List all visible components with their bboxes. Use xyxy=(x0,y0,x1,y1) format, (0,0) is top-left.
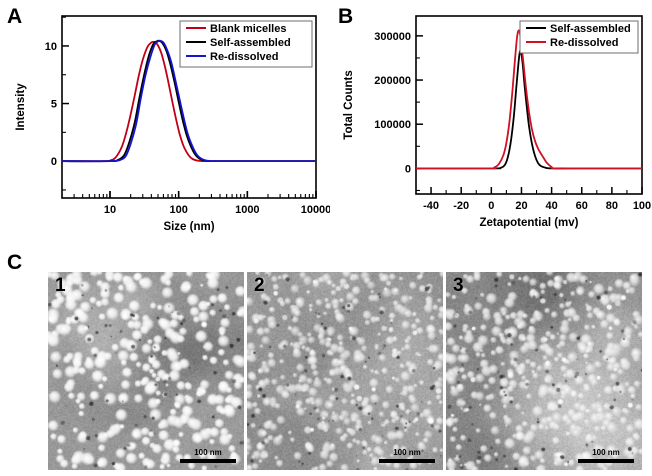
legend-label-1: Re-dissolved xyxy=(550,37,618,49)
legend-label-0: Self-assembled xyxy=(550,23,631,35)
tem-canvas-1 xyxy=(48,272,244,470)
plot-frame xyxy=(61,15,317,199)
tem-index-label-1: 1 xyxy=(55,275,66,296)
panel-label-a: A xyxy=(7,5,23,28)
x-tick-label: 60 xyxy=(576,200,588,212)
tem-image-1: 1 100 nm xyxy=(48,272,244,470)
panel-c-tem-images: 1 100 nm 2 100 nm 3 100 nm xyxy=(48,272,644,470)
y-tick-label: 5 xyxy=(51,99,57,111)
y-axis-title: Intensity xyxy=(15,83,27,131)
tem-index-label-2: 2 xyxy=(254,275,265,296)
x-tick-label: 20 xyxy=(515,200,527,212)
legend-box xyxy=(519,20,639,54)
x-tick-label: -20 xyxy=(453,200,469,212)
legend-label-0: Blank micelles xyxy=(210,23,286,35)
scalebar-1: 100 nm xyxy=(180,448,236,463)
scalebar-label-3: 100 nm xyxy=(592,448,620,458)
y-tick-label: 100000 xyxy=(374,119,411,131)
y-tick-label: 10 xyxy=(45,41,57,53)
data-curve-0 xyxy=(61,40,316,163)
data-curve-2 xyxy=(61,39,316,163)
panel-label-c: C xyxy=(7,251,23,274)
tem-canvas-2 xyxy=(247,272,443,470)
scalebar-line-3 xyxy=(578,459,634,463)
plot-frame xyxy=(415,15,643,195)
tem-image-3: 3 100 nm xyxy=(446,272,642,470)
chart-panel-a-size-distribution: 10 100 1000 10000 0 5 10 Size (nm) Intensity Blan… xyxy=(0,0,330,250)
scalebar-line-1 xyxy=(180,459,236,463)
x-tick-label: 10 xyxy=(104,204,116,216)
y-axis-title: Total Counts xyxy=(343,70,355,139)
y-tick-label: 0 xyxy=(51,156,57,168)
x-tick-label: -40 xyxy=(423,200,439,212)
x-tick-label: 1000 xyxy=(235,204,259,216)
tem-canvas-3 xyxy=(446,272,642,470)
x-axis-title: Zetapotential (mv) xyxy=(479,217,578,229)
x-tick-label: 100 xyxy=(169,204,187,216)
y-tick-label: 200000 xyxy=(374,75,411,87)
legend-label-2: Re-dissolved xyxy=(210,51,278,63)
x-tick-label: 80 xyxy=(606,200,618,212)
y-tick-label: 0 xyxy=(405,163,411,175)
scalebar-2: 100 nm xyxy=(379,448,435,463)
x-tick-label: 100 xyxy=(633,200,651,212)
legend-label-1: Self-assembled xyxy=(210,37,291,49)
x-tick-label: 40 xyxy=(545,200,557,212)
tem-index-label-3: 3 xyxy=(453,275,464,296)
scalebar-label-2: 100 nm xyxy=(393,448,421,458)
scalebar-line-2 xyxy=(379,459,435,463)
chart-a-svg: 10 100 1000 10000 0 5 10 Size (nm) Intensity Blan… xyxy=(15,15,330,233)
tem-image-2: 2 100 nm xyxy=(247,272,443,470)
panel-label-b: B xyxy=(338,5,354,28)
chart-panel-b-zetapotential: -40 -20 0 20 40 60 80 100 0 100000 200000 300000 Zet… xyxy=(330,0,652,250)
x-tick-label: 0 xyxy=(488,200,494,212)
x-tick-label: 10000 xyxy=(301,204,330,216)
chart-b-svg: -40 -20 0 20 40 60 80 100 0 100000 200000 300000 Zet… xyxy=(343,15,651,229)
y-tick-label: 300000 xyxy=(374,31,411,43)
x-axis-title: Size (nm) xyxy=(163,221,214,233)
scalebar-label-1: 100 nm xyxy=(194,448,222,458)
scalebar-3: 100 nm xyxy=(578,448,634,463)
